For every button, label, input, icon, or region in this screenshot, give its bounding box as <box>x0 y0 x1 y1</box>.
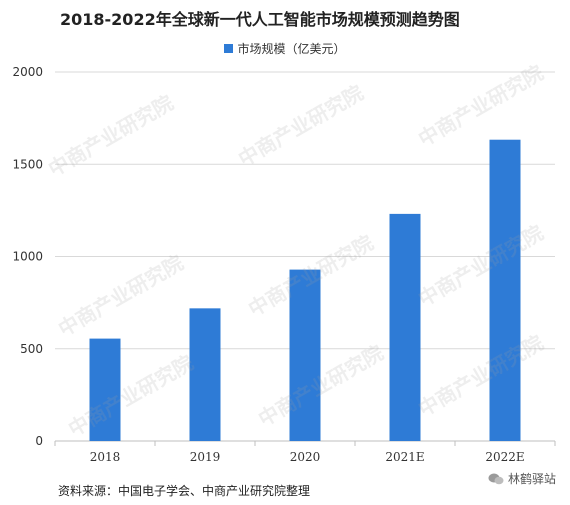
y-tick-label: 1500 <box>12 157 43 171</box>
bar <box>189 308 221 441</box>
x-tick-label: 2018 <box>90 450 121 464</box>
brand-name: 林鹤驿站 <box>507 472 556 486</box>
bar <box>289 269 321 441</box>
bar <box>89 338 121 441</box>
wechat-icon <box>488 473 504 484</box>
legend-label: 市场规模（亿美元） <box>237 42 346 56</box>
bar <box>389 213 421 441</box>
chart-title: 2018-2022年全球新一代人工智能市场规模预测趋势图 <box>60 10 460 29</box>
x-tick-label: 2021E <box>385 450 424 464</box>
y-tick-label: 1000 <box>12 250 43 264</box>
bar <box>489 139 521 442</box>
x-tick-label: 2019 <box>190 450 221 464</box>
x-tick-label: 2022E <box>485 450 524 464</box>
source-note: 资料来源：中国电子学会、中商产业研究院整理 <box>58 484 311 498</box>
chart-legend: 市场规模（亿美元） <box>0 40 570 57</box>
legend-swatch <box>224 44 234 53</box>
y-tick-label: 2000 <box>12 65 43 79</box>
y-tick-label: 500 <box>20 342 43 356</box>
brand-tag: 林鹤驿站 <box>488 470 556 487</box>
y-tick-label: 0 <box>35 434 43 448</box>
x-tick-label: 2020 <box>290 450 321 464</box>
